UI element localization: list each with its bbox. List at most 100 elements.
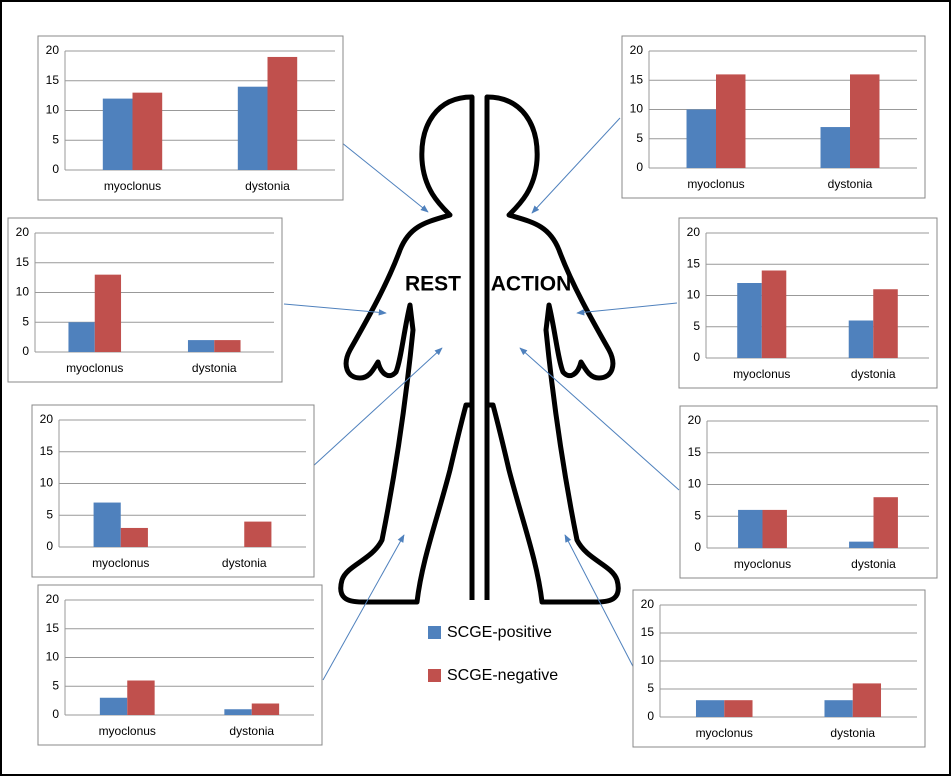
bar [95,275,121,352]
bar [133,93,163,170]
x-tick-label: dystonia [830,726,875,740]
x-tick-label: dystonia [245,179,290,193]
x-tick-label: myoclonus [687,177,744,191]
bar [188,340,214,352]
y-tick-label: 10 [688,477,702,491]
y-tick-label: 20 [46,43,60,57]
y-tick-label: 5 [46,507,53,521]
chart-box [633,590,925,747]
y-tick-label: 0 [52,707,59,721]
bar [821,127,850,168]
y-tick-label: 0 [46,539,53,553]
bar [696,700,724,717]
x-tick-label: myoclonus [696,726,753,740]
y-tick-label: 0 [693,350,700,364]
bar [238,87,268,170]
y-tick-label: 0 [636,160,643,174]
y-tick-label: 0 [52,162,59,176]
y-tick-label: 20 [16,225,30,239]
y-tick-label: 5 [693,319,700,333]
mini-chart: 05101520myoclonusdystonia [38,585,322,745]
x-tick-label: myoclonus [66,361,123,375]
y-tick-label: 20 [641,597,655,611]
y-tick-label: 5 [52,132,59,146]
bar [68,322,94,352]
rest-label: REST [405,273,461,296]
mini-chart: 0 5 10 15 20 myoclonus dystonia [38,36,343,200]
legend-swatch [428,626,441,639]
x-tick-label: myoclonus [104,179,161,193]
x-tick-label: myoclonus [734,557,791,571]
x-tick-label: myoclonus [99,724,156,738]
x-tick-label: dystonia [828,177,873,191]
y-tick-label: 10 [641,653,655,667]
bar [244,522,271,547]
y-tick-label: 10 [40,476,54,490]
mini-chart: 0 5 10 15 20 myoclonus dystonia [633,590,925,747]
y-tick-label: 0 [22,344,29,358]
y-tick-label: 15 [687,256,701,270]
bar [252,704,279,716]
y-tick-label: 10 [46,103,60,117]
bar [94,503,121,547]
bar [873,289,898,358]
bar [849,542,873,548]
y-tick-label: 0 [647,709,654,723]
bar [824,700,852,717]
figure: REST ACTION 0 5 10 15 20 myoclonus dystonia 0 5 1… [0,0,951,776]
y-tick-label: 15 [46,73,60,87]
bar [849,321,874,359]
y-tick-label: 0 [694,540,701,554]
bar [224,709,251,715]
bar [737,283,762,358]
bar [214,340,240,352]
y-tick-label: 15 [16,255,30,269]
chart-box [679,218,937,388]
y-tick-label: 15 [630,72,644,86]
x-tick-label: dystonia [222,556,267,570]
y-tick-label: 5 [647,681,654,695]
chart-box [38,36,343,200]
bar [874,497,898,548]
chart-box [622,36,925,198]
y-tick-label: 15 [641,625,655,639]
bar [853,683,881,717]
y-tick-label: 20 [40,412,54,426]
bar [103,99,133,170]
y-tick-label: 20 [688,413,702,427]
y-tick-label: 5 [22,314,29,328]
bar [268,57,298,170]
mini-chart: 0 5 10 15 20 myoclonus dystonia [679,218,937,388]
x-tick-label: myoclonus [733,367,790,381]
bar [100,698,127,715]
bar [763,510,787,548]
bar [724,700,752,717]
x-tick-label: myoclonus [92,556,149,570]
bar [687,110,716,169]
bar [738,510,762,548]
bar [762,271,787,359]
legend-label: SCGE-positive [447,624,552,641]
x-tick-label: dystonia [851,557,896,571]
x-tick-label: dystonia [229,724,274,738]
chart-box [680,406,937,578]
bar [850,74,879,168]
legend-swatch [428,669,441,682]
chart-box [8,218,282,382]
x-tick-label: dystonia [851,367,896,381]
y-tick-label: 15 [688,445,702,459]
y-tick-label: 10 [16,285,30,299]
y-tick-label: 20 [687,225,701,239]
y-tick-label: 10 [46,650,60,664]
y-tick-label: 10 [687,288,701,302]
chart-box [32,405,314,577]
bar [121,528,148,547]
y-tick-label: 5 [52,678,59,692]
action-label: ACTION [491,273,572,296]
y-tick-label: 15 [46,621,60,635]
y-tick-label: 5 [694,508,701,522]
bar [127,681,154,716]
